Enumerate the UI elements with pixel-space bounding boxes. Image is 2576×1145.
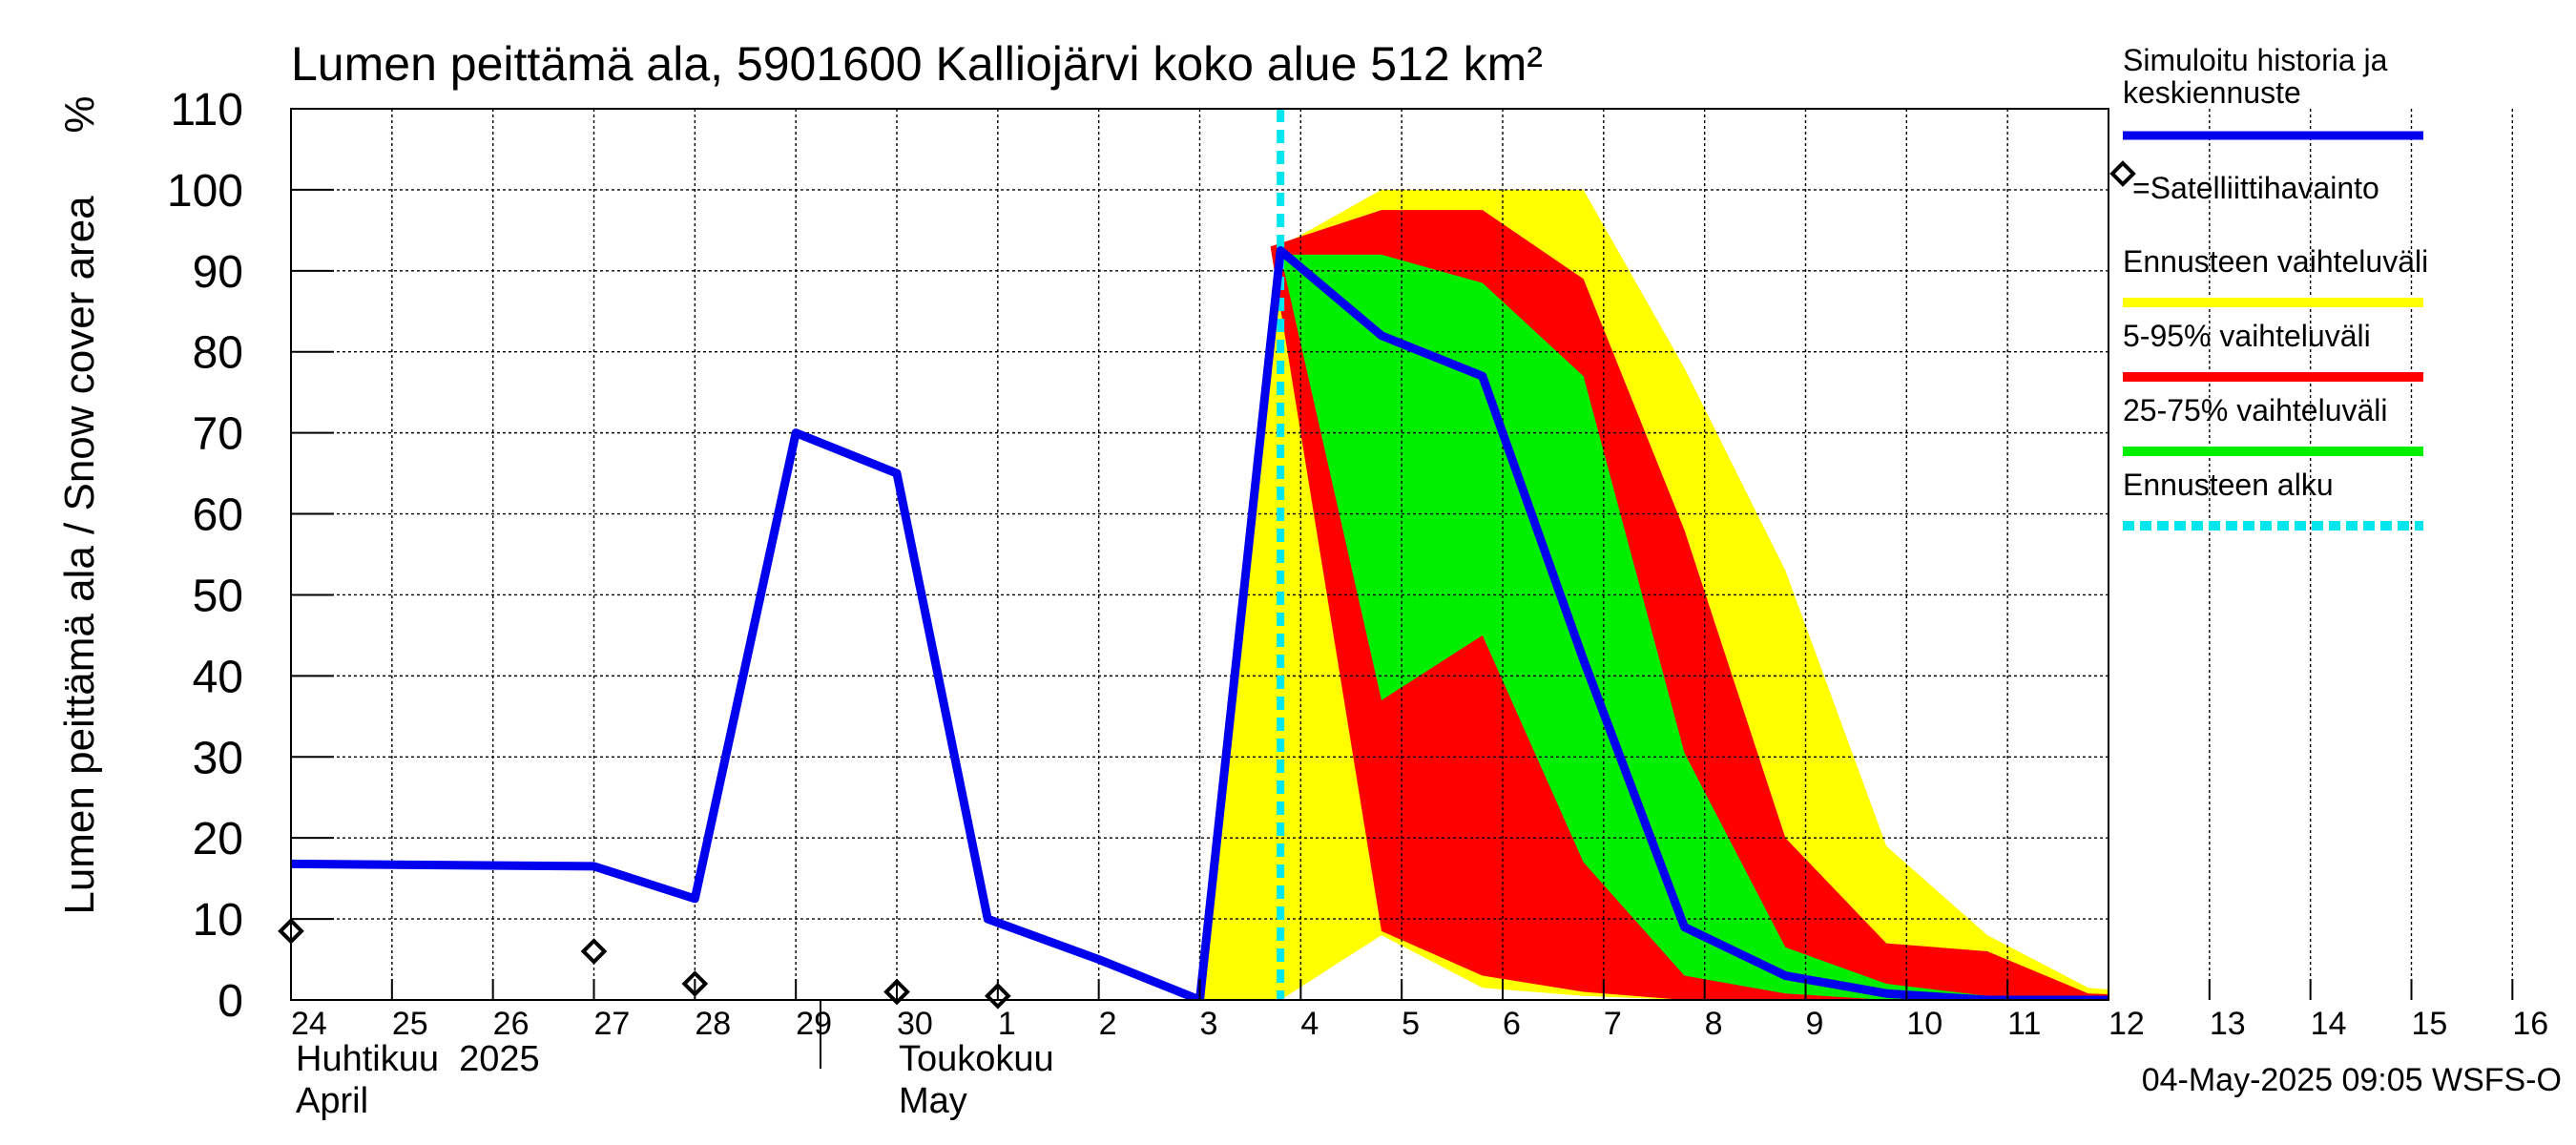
x-tick-label: 30 [897, 1006, 933, 1042]
y-tick-label: 100 [167, 166, 243, 217]
series-line-simuloitu-historia-ja-keskiennuste [291, 246, 2109, 1000]
month-label-april-en: April [296, 1081, 368, 1121]
x-tick-label: 16 [2512, 1006, 2548, 1042]
x-tick-label: 28 [695, 1006, 731, 1042]
legend-label: 5-95% vaihteluväli [2123, 319, 2371, 353]
y-tick-label: 30 [193, 733, 243, 783]
y-tick-label: 20 [193, 814, 243, 864]
y-tick-label: 40 [193, 652, 243, 702]
series-lines [291, 109, 2109, 1000]
y-axis-ticks: 0 10 20 30 40 50 60 70 80 90 100 110 [167, 85, 334, 1027]
y-tick-label: 80 [193, 328, 243, 379]
x-tick-label: 3 [1200, 1006, 1218, 1042]
x-tick-label: 10 [1906, 1006, 1942, 1042]
y-tick-label: 50 [193, 571, 243, 621]
y-tick-label: 70 [193, 409, 243, 460]
satellite-observation-marker [580, 938, 608, 965]
x-tick-label: 24 [291, 1006, 327, 1042]
x-tick-label: 26 [493, 1006, 530, 1042]
x-tick-label: 29 [796, 1006, 832, 1042]
y-tick-label: 10 [193, 895, 243, 946]
x-tick-label: 4 [1300, 1006, 1319, 1042]
x-tick-label: 7 [1604, 1006, 1622, 1042]
x-tick-label: 9 [1806, 1006, 1824, 1042]
month-label-april-fi: Huhtikuu 2025 [296, 1039, 540, 1079]
x-tick-label: 13 [2210, 1006, 2246, 1042]
month-label-may-fi: Toukokuu [899, 1039, 1054, 1079]
y-axis-label: Lumen peittämä ala / Snow cover area [56, 196, 103, 915]
legend-label: =Satelliittihavainto [2132, 171, 2379, 205]
x-axis-ticks: 242526272829301234567891011121314151617 [290, 979, 2548, 1042]
x-tick-label: 15 [2412, 1006, 2448, 1042]
legend-label: Ennusteen alku [2123, 468, 2334, 502]
legend-label: Ennusteen vaihteluväli [2123, 244, 2428, 279]
x-tick-label: 5 [1402, 1006, 1420, 1042]
x-tick-label: 12 [2109, 1006, 2145, 1042]
chart-title: Lumen peittämä ala, 5901600 Kalliojärvi … [291, 37, 1543, 91]
y-tick-label: 60 [193, 490, 243, 541]
legend-label: Simuloitu historia ja [2123, 43, 2388, 77]
x-tick-label: 8 [1705, 1006, 1723, 1042]
legend-label: 25-75% vaihteluväli [2123, 393, 2388, 427]
x-tick-label: 11 [2007, 1006, 2041, 1042]
timestamp: 04-May-2025 09:05 WSFS-O [2142, 1062, 2562, 1098]
x-tick-label: 25 [392, 1006, 428, 1042]
legend-swatch-diamond [2109, 160, 2136, 187]
y-tick-label: 110 [170, 85, 243, 135]
y-tick-label: 0 [218, 976, 243, 1027]
x-tick-label: 6 [1503, 1006, 1521, 1042]
x-tick-label: 1 [998, 1006, 1016, 1042]
month-label-may-en: May [899, 1081, 967, 1121]
band-25-75-vaihteluv-li [1280, 254, 2109, 1000]
plot-area [278, 108, 2514, 1010]
month-labels: Huhtikuu 2025 April Toukokuu May [296, 1000, 1054, 1121]
x-tick-label: 2 [1099, 1006, 1117, 1042]
x-tick-label: 14 [2311, 1006, 2347, 1042]
y-axis-unit: % [56, 95, 103, 133]
legend-label: keskiennuste [2123, 75, 2301, 110]
x-tick-label: 27 [594, 1006, 631, 1042]
y-tick-label: 90 [193, 247, 243, 298]
